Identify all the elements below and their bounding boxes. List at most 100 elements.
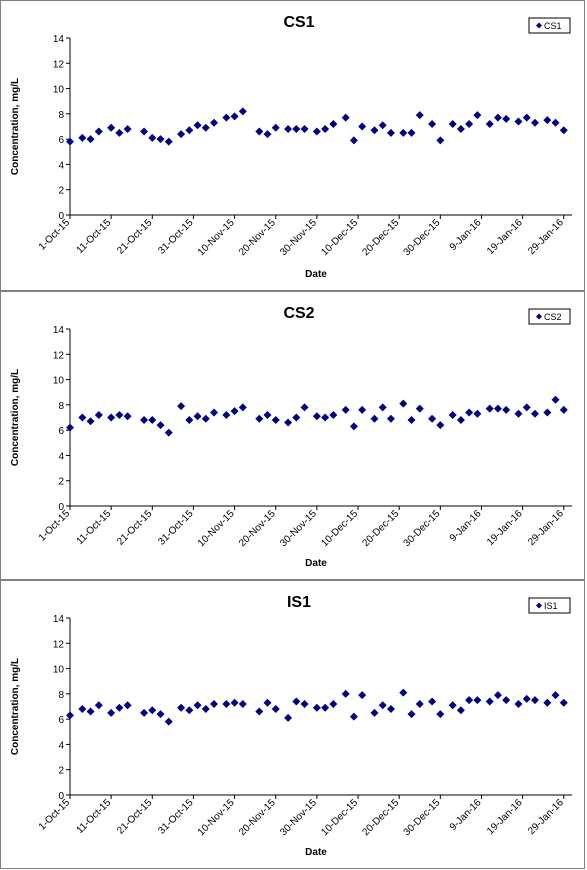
y-tick-label: 8	[58, 110, 64, 121]
data-point	[123, 701, 132, 710]
data-point	[473, 409, 482, 418]
data-point	[193, 121, 202, 130]
data-point	[66, 711, 74, 720]
x-tick-label: 20-Nov-15	[237, 508, 278, 549]
data-point	[370, 414, 379, 423]
y-tick-label: 10	[53, 665, 65, 676]
data-point	[485, 697, 494, 706]
data-point	[164, 428, 173, 437]
x-tick-label: 20-Nov-15	[237, 797, 278, 838]
data-point	[514, 699, 523, 708]
data-point	[349, 422, 358, 431]
y-tick-label: 6	[58, 135, 64, 146]
x-tick-label: 9-Jan-16	[448, 508, 484, 544]
data-point	[284, 418, 293, 427]
x-tick-label: 20-Dec-15	[360, 797, 401, 838]
x-tick-label: 19-Jan-16	[485, 217, 525, 257]
data-point	[321, 703, 330, 712]
data-point	[86, 707, 95, 716]
x-tick-label: 1-Oct-15	[37, 217, 73, 253]
x-tick-label: 11-Oct-15	[75, 797, 114, 836]
data-point	[164, 137, 173, 146]
y-tick-label: 6	[58, 715, 64, 726]
data-point	[201, 705, 210, 714]
data-point	[115, 410, 124, 419]
data-point	[358, 691, 367, 700]
legend: CS2	[528, 308, 571, 325]
data-point	[543, 408, 552, 417]
data-point	[378, 701, 387, 710]
y-tick-label: 10	[53, 376, 65, 387]
x-tick-label: 30-Dec-15	[402, 797, 443, 838]
data-point	[448, 701, 457, 710]
data-point	[341, 689, 350, 698]
legend-box	[528, 17, 571, 34]
data-point	[115, 128, 124, 137]
y-axis-label: Concentration, mg/L	[10, 78, 21, 175]
data-point	[148, 133, 157, 142]
data-point	[514, 409, 523, 418]
data-point	[255, 127, 264, 136]
legend: CS1	[528, 17, 571, 34]
x-tick-label: 30-Nov-15	[278, 217, 319, 258]
data-point	[386, 128, 395, 137]
data-point	[559, 698, 568, 707]
data-point	[436, 421, 445, 430]
x-tick-label: 29-Jan-16	[526, 797, 566, 837]
data-point	[407, 710, 416, 719]
data-point	[514, 117, 523, 126]
data-point	[378, 121, 387, 130]
x-tick-label: 10-Dec-15	[319, 217, 360, 258]
data-point	[230, 407, 239, 416]
data-point	[230, 698, 239, 707]
data-point	[193, 701, 202, 710]
chart-title: CS2	[283, 305, 314, 322]
data-point	[238, 107, 247, 116]
data-point	[522, 403, 531, 412]
data-point	[107, 123, 116, 132]
data-point	[123, 125, 132, 134]
y-tick-label: 4	[58, 160, 64, 171]
x-tick-label: 31-Oct-15	[156, 217, 196, 257]
data-point	[465, 119, 474, 128]
data-point	[292, 125, 301, 134]
x-tick-label: 20-Nov-15	[237, 217, 278, 258]
y-tick-label: 4	[58, 740, 64, 751]
data-point	[399, 399, 408, 408]
data-point	[473, 696, 482, 705]
data-point	[210, 699, 219, 708]
data-point	[456, 706, 465, 715]
data-point	[321, 125, 330, 134]
legend-box	[528, 597, 571, 614]
data-point	[222, 699, 231, 708]
series-markers	[66, 688, 568, 726]
data-point	[502, 114, 511, 123]
data-point	[210, 408, 219, 417]
x-tick-label: 10-Dec-15	[319, 508, 360, 549]
data-point	[370, 126, 379, 135]
data-point	[559, 405, 568, 414]
x-axis-label: Date	[305, 269, 327, 280]
legend: IS1	[528, 597, 571, 614]
data-point	[140, 127, 149, 136]
x-tick-label: 10-Nov-15	[196, 508, 237, 549]
x-tick-label: 30-Dec-15	[402, 508, 443, 549]
data-point	[502, 696, 511, 705]
legend-marker	[536, 313, 542, 320]
data-point	[349, 712, 358, 721]
x-axis-label: Date	[305, 847, 327, 858]
data-point	[271, 123, 280, 132]
data-point	[300, 699, 309, 708]
data-point	[201, 123, 210, 132]
chart-title: IS1	[287, 594, 311, 611]
x-tick-label: 9-Jan-16	[448, 217, 484, 253]
data-point	[177, 130, 186, 139]
data-point	[456, 125, 465, 134]
x-tick-label: 9-Jan-16	[448, 797, 484, 833]
x-tick-label: 21-Oct-15	[115, 797, 155, 837]
x-tick-label: 1-Oct-15	[37, 797, 73, 833]
data-point	[255, 414, 264, 423]
data-point	[66, 137, 74, 146]
data-point	[456, 416, 465, 425]
data-point	[485, 404, 494, 413]
